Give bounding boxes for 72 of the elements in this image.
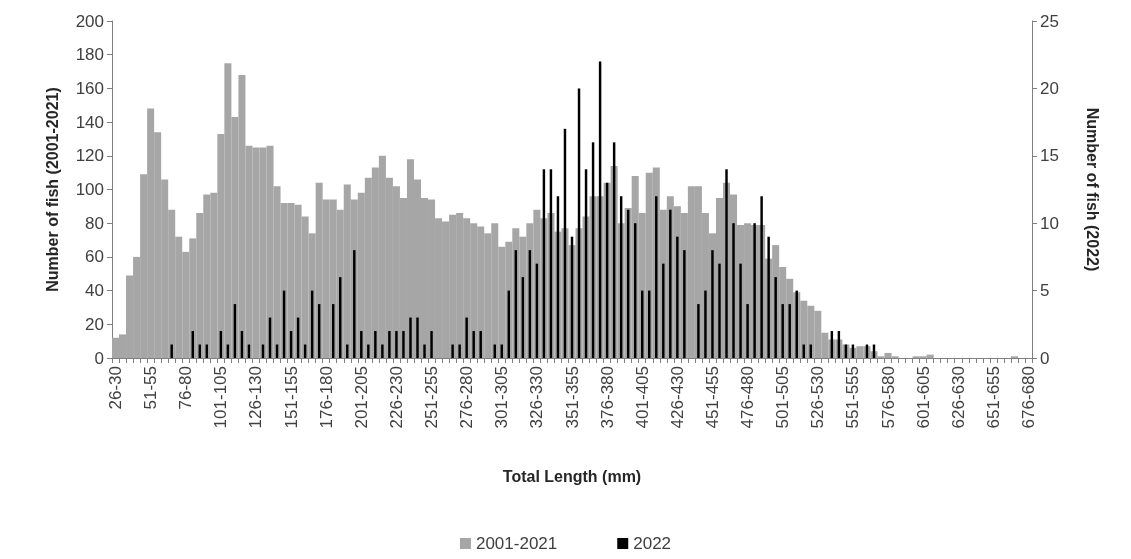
x-tick-label: 601-605 <box>913 366 933 429</box>
x-tick-label: 51-55 <box>141 366 161 410</box>
x-tick-label: 401-405 <box>632 366 652 429</box>
x-tick-label: 426-430 <box>667 366 687 429</box>
bar <box>360 331 363 358</box>
y-tick-label: 80 <box>85 213 104 233</box>
x-tick-label: 26-30 <box>106 366 126 410</box>
y-tick-label: 160 <box>75 78 104 98</box>
x-tick-label: 326-330 <box>527 366 547 429</box>
x-tick-label: 226-230 <box>386 366 406 429</box>
bar <box>381 344 384 358</box>
y-tick-label: 40 <box>85 281 104 301</box>
bar <box>395 331 398 358</box>
y-tick-label: 100 <box>75 180 104 199</box>
x-tick-label: 251-255 <box>422 366 442 429</box>
bar <box>746 304 749 358</box>
y2-tick-label: 0 <box>1040 348 1050 368</box>
y2-tick-label: 20 <box>1040 78 1059 98</box>
x-tick-label: 126-130 <box>246 366 266 429</box>
x-tick-label: 301-305 <box>492 366 512 429</box>
x-tick-label: 151-155 <box>281 366 301 429</box>
bar <box>416 317 419 358</box>
x-tick-label: 276-280 <box>457 366 477 429</box>
y-tick-label: 20 <box>85 314 104 334</box>
x-tick-label: 351-355 <box>562 366 582 429</box>
x-tick-label: 551-555 <box>843 366 863 429</box>
x-tick-label: 676-680 <box>1018 366 1038 429</box>
x-tick-label: 76-80 <box>176 366 196 410</box>
bar <box>465 317 468 358</box>
x-tick-label: 176-180 <box>316 366 336 429</box>
bar <box>704 290 707 358</box>
x-tick-label: 376-380 <box>597 366 617 429</box>
bar <box>402 331 405 358</box>
x-tick-label: 626-630 <box>948 366 968 429</box>
bar <box>423 344 426 358</box>
bar <box>788 304 791 358</box>
bar <box>458 344 461 358</box>
legend-label: 2022 <box>633 534 672 553</box>
bar <box>662 263 665 358</box>
y2-tick-label: 15 <box>1040 146 1059 166</box>
y-tick-label: 0 <box>94 348 104 368</box>
bar <box>170 344 173 358</box>
x-tick-label: 501-505 <box>773 366 793 429</box>
bar <box>697 304 700 358</box>
bar <box>353 250 356 358</box>
y-tick-label: 140 <box>75 112 104 132</box>
x-tick-label: 651-655 <box>983 366 1003 429</box>
x-tick-label: 201-205 <box>351 366 371 429</box>
bar <box>479 331 482 358</box>
bar <box>472 331 475 358</box>
x-tick-label: 576-580 <box>878 366 898 429</box>
y-tick-label: 60 <box>85 247 104 267</box>
y-tick-label: 200 <box>75 11 104 31</box>
x-tick-label: 476-480 <box>738 366 758 429</box>
y-tick-label: 120 <box>75 146 104 166</box>
y2-axis-title: Number of fish (2022) <box>1083 107 1101 272</box>
bar <box>388 331 391 358</box>
bar <box>409 317 412 358</box>
y2-tick-label: 25 <box>1040 11 1059 31</box>
y-axis-title: Number of fish (2001-2021) <box>43 87 61 292</box>
bar <box>430 331 433 358</box>
y-tick-label: 180 <box>75 45 104 65</box>
x-tick-label: 451-455 <box>702 366 722 429</box>
y2-tick-label: 5 <box>1040 281 1050 301</box>
bar <box>367 344 370 358</box>
bar <box>374 331 377 358</box>
x-tick-label: 526-530 <box>808 366 828 429</box>
legend-label: 2001-2021 <box>475 534 558 553</box>
x-axis-title: Total Length (mm) <box>502 467 642 485</box>
bar <box>451 344 454 358</box>
y2-tick-label: 10 <box>1040 213 1059 233</box>
x-tick-label: 101-105 <box>211 366 231 429</box>
